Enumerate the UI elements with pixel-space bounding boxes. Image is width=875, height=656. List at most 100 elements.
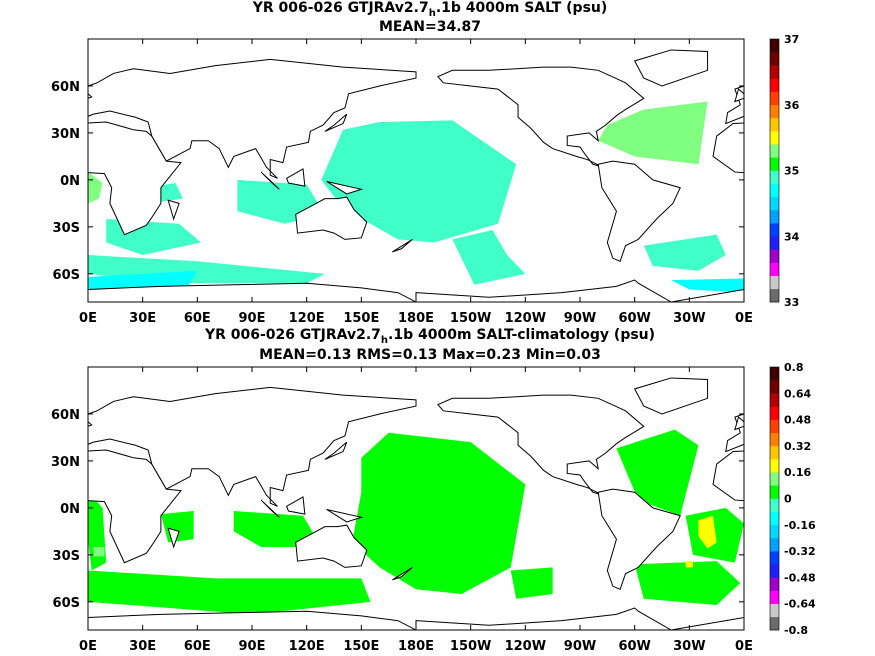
colorbar-swatch — [770, 196, 779, 211]
colorbar-swatch — [770, 223, 779, 237]
salinity-region — [157, 183, 183, 202]
colorbar-swatch — [770, 511, 779, 526]
coastline — [324, 113, 348, 132]
coastline — [167, 199, 180, 221]
coastline — [295, 196, 368, 240]
salinity-region — [452, 229, 526, 285]
coastline — [326, 180, 364, 195]
coastline — [260, 499, 280, 518]
x-tick-label: 60W — [618, 311, 650, 326]
chart-1-coastlines — [0, 49, 835, 302]
y-tick-label: 0N — [60, 502, 80, 517]
x-tick-label: 90E — [239, 311, 266, 326]
coastline — [725, 85, 744, 125]
colorbar-swatch — [770, 406, 779, 420]
coastline — [88, 282, 417, 302]
x-tick-label: 120E — [289, 311, 325, 326]
x-tick-label: 30E — [129, 639, 156, 654]
colorbar-swatch — [770, 459, 779, 473]
colorbar-label: -0.64 — [784, 598, 816, 611]
coastline — [633, 377, 709, 415]
colorbar-swatch — [770, 131, 779, 145]
coastline — [734, 88, 744, 103]
coastline — [324, 441, 348, 460]
x-tick-label: 30E — [129, 311, 156, 326]
colorbar-label: -0.48 — [784, 571, 816, 584]
coastline — [597, 160, 681, 262]
colorbar-label: 0.32 — [784, 440, 811, 453]
y-tick-label: 60N — [51, 408, 80, 423]
salinity-region — [634, 561, 741, 605]
y-tick-label: 30N — [51, 455, 80, 470]
coastline — [712, 122, 744, 174]
coastline — [392, 238, 413, 253]
colorbar-swatch — [770, 236, 779, 250]
coastline — [88, 386, 417, 507]
y-tick-label: 30S — [53, 221, 80, 236]
coastline — [88, 93, 93, 99]
x-tick-label: 60E — [184, 311, 211, 326]
colorbar-swatch — [770, 419, 779, 434]
colorbar-swatch — [770, 445, 779, 460]
coastline — [0, 378, 52, 414]
x-tick-label: 150W — [450, 311, 491, 326]
colorbar-label: -0.16 — [784, 519, 816, 532]
coastline — [295, 524, 368, 568]
colorbar-swatch — [770, 590, 779, 604]
salinity-region — [698, 515, 717, 549]
x-tick-label: 90W — [564, 639, 596, 654]
coastline — [824, 200, 835, 219]
chart-1-subtitle: MEAN=34.87 — [378, 19, 482, 35]
chart-2-subtitle: MEAN=0.13 RMS=0.13 Max=0.23 Min=0.03 — [259, 347, 601, 363]
salinity-region — [93, 547, 105, 557]
colorbar-label: -0.8 — [784, 624, 808, 637]
colorbar-label: 36 — [784, 99, 800, 112]
salinity-region — [321, 120, 517, 243]
x-tick-label: 120E — [289, 639, 325, 654]
chart-1-title: YR 006-026 GTJRAv2.7h.1b 4000m SALT (psu… — [252, 0, 608, 19]
coastline — [0, 489, 24, 589]
colorbar-swatch — [770, 485, 779, 499]
salinity-region — [643, 234, 726, 271]
coastline — [286, 496, 306, 515]
salinity-region — [88, 570, 371, 615]
colorbar-swatch — [770, 249, 779, 263]
colorbar-label: -0.32 — [784, 545, 816, 558]
x-tick-label: 150E — [343, 311, 379, 326]
x-tick-label: 60E — [184, 639, 211, 654]
coastline — [88, 421, 93, 427]
x-tick-label: 30W — [673, 639, 705, 654]
y-tick-label: 60S — [53, 268, 80, 283]
colorbar-swatch — [770, 380, 779, 394]
colorbar-swatch — [770, 393, 779, 407]
x-tick-label: 60W — [618, 639, 650, 654]
coastline — [0, 50, 52, 86]
colorbar-label: 0.64 — [784, 387, 811, 400]
colorbar-swatch — [770, 577, 779, 591]
coastline — [392, 566, 413, 581]
colorbar-label: 34 — [784, 230, 800, 243]
x-tick-label: 120W — [505, 639, 546, 654]
x-tick-label: 0E — [79, 639, 97, 654]
coastline — [88, 449, 182, 564]
coastline — [437, 66, 645, 168]
x-tick-label: 90E — [239, 639, 266, 654]
coastline — [597, 488, 681, 590]
colorbar-swatch — [770, 209, 779, 224]
colorbar-label: 0.8 — [784, 361, 804, 374]
colorbar-swatch — [770, 65, 779, 79]
colorbar-label: 0 — [784, 493, 792, 506]
colorbar-label: 33 — [784, 296, 799, 309]
colorbar-swatch — [770, 275, 779, 290]
colorbar-swatch — [770, 537, 779, 552]
coastline — [167, 527, 180, 549]
colorbar-label: 0.48 — [784, 414, 811, 427]
colorbar-swatch — [770, 603, 779, 618]
chart-2-coastlines — [0, 377, 744, 630]
colorbar-swatch — [770, 367, 779, 381]
y-tick-label: 60N — [51, 80, 80, 95]
colorbar-swatch — [770, 144, 779, 158]
coastline — [437, 394, 645, 496]
x-tick-label: 150W — [450, 639, 491, 654]
